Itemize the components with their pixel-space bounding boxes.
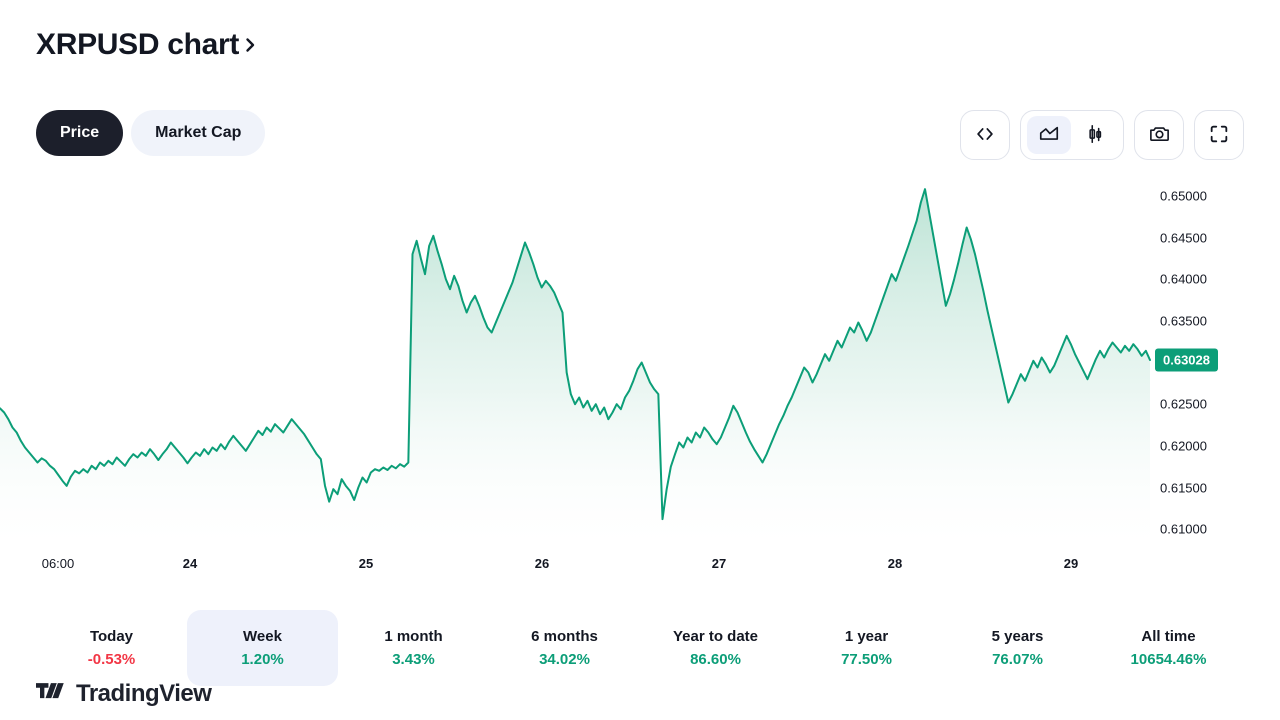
period-item-6-months[interactable]: 6 months 34.02% bbox=[489, 610, 640, 686]
price-tick: 0.64500 bbox=[1160, 230, 1207, 245]
snapshot-button[interactable] bbox=[1134, 110, 1184, 160]
period-label: 1 year bbox=[844, 628, 889, 645]
chart-toolbar bbox=[960, 110, 1244, 160]
time-tick: 27 bbox=[711, 556, 727, 571]
page-header: XRPUSD chart bbox=[36, 30, 258, 60]
period-label: Year to date bbox=[672, 628, 759, 645]
period-item-year-to-date[interactable]: Year to date 86.60% bbox=[640, 610, 791, 686]
candlestick-icon bbox=[1084, 123, 1106, 148]
chart-type-group bbox=[1020, 110, 1124, 160]
chart-area-fill bbox=[0, 189, 1150, 550]
period-item-5-years[interactable]: 5 years 76.07% bbox=[942, 610, 1093, 686]
period-change-value: 77.50% bbox=[841, 651, 892, 668]
price-chart[interactable]: 0.65000 0.64500 0.64000 0.63500 0.62500 0.620… bbox=[0, 175, 1280, 705]
tradingview-label: TradingView bbox=[76, 679, 212, 707]
metric-tab-group: Price Market Cap bbox=[36, 110, 266, 156]
period-label: 6 months bbox=[531, 628, 598, 645]
time-axis: 06:00 24 25 26 27 28 29 bbox=[0, 556, 1280, 580]
time-tick: 28 bbox=[887, 556, 903, 571]
period-change-value: 10654.46% bbox=[1130, 651, 1207, 668]
period-label: 5 years bbox=[991, 628, 1044, 645]
area-chart-button[interactable] bbox=[1027, 116, 1071, 154]
tradingview-watermark: TradingView bbox=[36, 679, 212, 707]
period-item-all-time[interactable]: All time 10654.46% bbox=[1093, 610, 1244, 686]
chevron-right-icon[interactable] bbox=[242, 37, 258, 53]
page-title: XRPUSD chart bbox=[36, 28, 240, 61]
chart-canvas bbox=[0, 188, 1151, 550]
tab-price[interactable]: Price bbox=[36, 110, 124, 156]
tab-market-cap[interactable]: Market Cap bbox=[131, 110, 266, 156]
period-change-value: 86.60% bbox=[690, 651, 741, 668]
current-price-badge: 0.63028 bbox=[1155, 348, 1218, 372]
price-tick: 0.61500 bbox=[1160, 480, 1207, 495]
price-axis: 0.65000 0.64500 0.64000 0.63500 0.62500 0.620… bbox=[1160, 175, 1280, 550]
period-label: 1 month bbox=[384, 628, 443, 645]
period-item-today[interactable]: Today -0.53% bbox=[36, 610, 187, 686]
period-change-value: 34.02% bbox=[539, 651, 590, 668]
price-tick: 0.62500 bbox=[1160, 396, 1207, 412]
price-tick: 0.61000 bbox=[1160, 521, 1207, 537]
price-tick: 0.62000 bbox=[1160, 438, 1207, 454]
controls-row: Price Market Cap bbox=[36, 110, 1244, 160]
chart-line bbox=[0, 188, 1151, 521]
candlestick-chart-button[interactable] bbox=[1073, 116, 1117, 154]
code-icon bbox=[974, 123, 996, 148]
period-label: Today bbox=[89, 628, 134, 645]
period-item-1-month[interactable]: 1 month 3.43% bbox=[338, 610, 489, 686]
period-label: All time bbox=[1141, 628, 1196, 645]
area-chart-icon bbox=[1038, 123, 1060, 148]
time-tick: 26 bbox=[534, 556, 550, 571]
time-tick: 06:00 bbox=[41, 556, 75, 571]
period-change-value: 1.20% bbox=[241, 651, 284, 668]
embed-code-button[interactable] bbox=[960, 110, 1010, 160]
period-change-value: -0.53% bbox=[87, 651, 136, 668]
price-tick: 0.64000 bbox=[1160, 271, 1207, 287]
camera-icon bbox=[1148, 122, 1171, 148]
fullscreen-icon bbox=[1208, 123, 1230, 148]
time-tick: 25 bbox=[358, 556, 374, 571]
fullscreen-button[interactable] bbox=[1194, 110, 1244, 160]
price-tick: 0.63500 bbox=[1160, 313, 1207, 329]
period-label: Week bbox=[243, 628, 282, 645]
period-selector: Today -0.53% Week 1.20% 1 month 3.43% 6 months… bbox=[36, 610, 1244, 686]
tradingview-logo-icon bbox=[36, 680, 68, 707]
period-change-value: 76.07% bbox=[992, 651, 1043, 668]
time-tick: 24 bbox=[182, 556, 198, 571]
period-item-week[interactable]: Week 1.20% bbox=[187, 610, 338, 686]
price-tick: 0.65000 bbox=[1160, 188, 1207, 204]
period-change-value: 3.43% bbox=[392, 651, 435, 668]
time-tick: 29 bbox=[1063, 556, 1079, 571]
period-item-1-year[interactable]: 1 year 77.50% bbox=[791, 610, 942, 686]
